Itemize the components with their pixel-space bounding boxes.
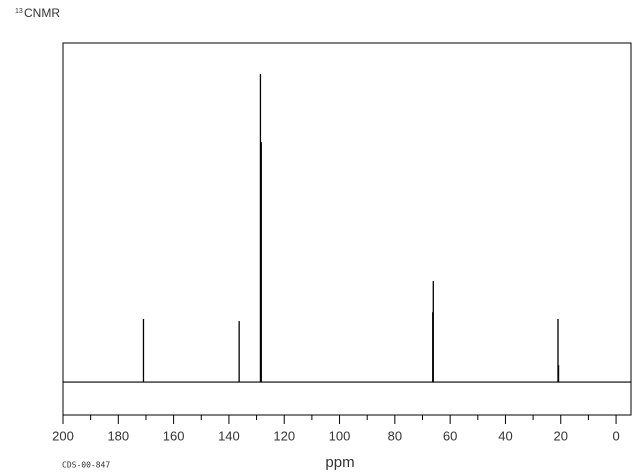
x-tick-label: 120: [273, 428, 295, 443]
x-tick-label: 80: [388, 428, 402, 443]
footer: CDS-00-847: [62, 461, 110, 470]
x-tick-label: 140: [218, 428, 240, 443]
x-axis-label: ppm: [325, 454, 354, 471]
x-tick-label: 200: [52, 428, 74, 443]
x-tick-label: 60: [443, 428, 457, 443]
x-tick-label: 100: [329, 428, 351, 443]
title-superscript: 13: [15, 8, 23, 15]
x-tick-label: 160: [163, 428, 185, 443]
x-tick-label: 40: [498, 428, 512, 443]
chart-title: CNMR: [24, 6, 60, 20]
plot-frame: [62, 42, 632, 416]
x-tick-label: 0: [612, 428, 619, 443]
x-tick-label: 180: [107, 428, 129, 443]
x-tick-label: 20: [554, 428, 568, 443]
